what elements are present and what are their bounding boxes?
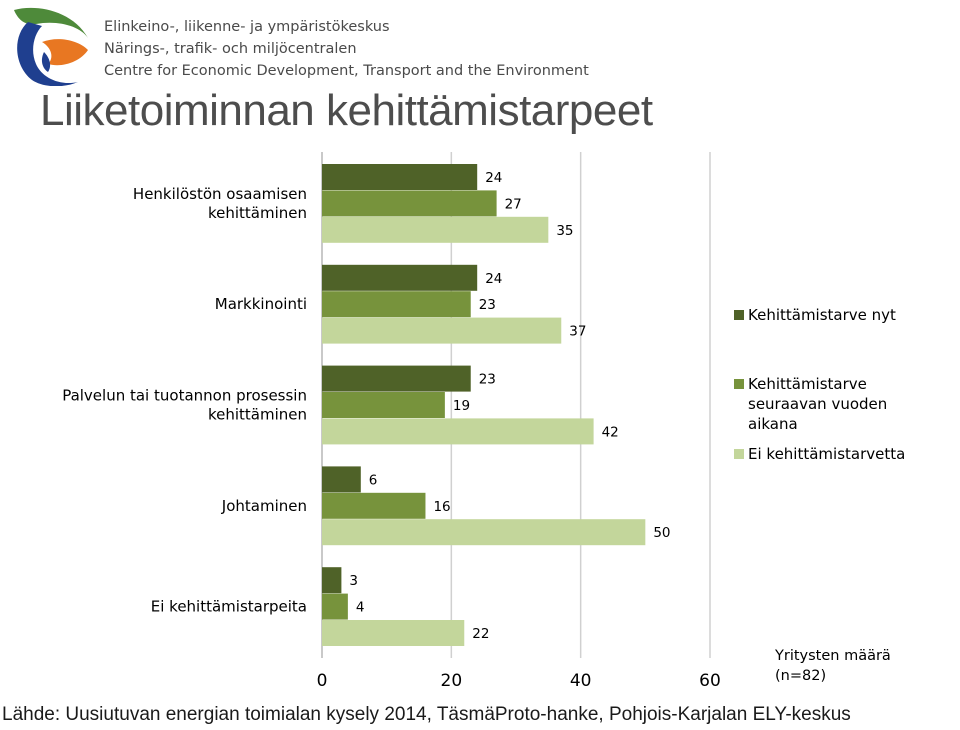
bar (322, 593, 348, 620)
header: Elinkeino-, liikenne- ja ympäristökeskus… (0, 0, 960, 90)
category-label: Markkinointi (215, 295, 307, 313)
data-label: 22 (472, 626, 489, 642)
data-label: 23 (479, 372, 496, 388)
bar (322, 567, 342, 594)
category-label: Ei kehittämistarpeita (151, 598, 307, 616)
data-label: 35 (556, 223, 573, 239)
legend-label: Kehittämistarve (748, 375, 867, 393)
logo-orange-leaf (42, 39, 88, 66)
data-label: 24 (485, 170, 502, 186)
data-label: 27 (505, 196, 522, 212)
chart-note: Yritysten määrä (774, 648, 891, 664)
bar (322, 164, 478, 190)
category-label: Henkilöstön osaamisen (133, 185, 307, 203)
ely-logo-icon (14, 7, 88, 86)
organization-name: Elinkeino-, liikenne- ja ympäristökeskus… (104, 16, 589, 82)
data-label: 50 (653, 525, 670, 541)
category-label: Johtaminen (221, 497, 307, 515)
bar (322, 190, 497, 217)
x-tick-label: 0 (317, 671, 328, 691)
org-line-swedish: Närings-, trafik- och miljöcentralen (104, 41, 357, 57)
bar (322, 365, 471, 392)
logo-green-leaf (14, 7, 88, 38)
data-label: 24 (485, 271, 502, 287)
data-label: 19 (453, 398, 470, 414)
data-label: 4 (356, 600, 365, 616)
bar (322, 519, 646, 546)
data-label: 3 (349, 573, 358, 589)
chart-note: (n=82) (775, 668, 826, 684)
bar (322, 466, 361, 493)
bar (322, 492, 426, 519)
org-line-english: Centre for Economic Development, Transpo… (104, 63, 589, 79)
data-label: 23 (479, 297, 496, 313)
page-title: Liiketoiminnan kehittämistarpeet (40, 86, 653, 135)
legend: Kehittämistarve nyt Kehittämistarve seuraa… (734, 306, 905, 463)
data-label: 42 (602, 424, 619, 440)
bar (322, 620, 465, 646)
x-tick-label: 60 (699, 671, 721, 691)
bars-layer (322, 164, 646, 646)
data-label: 16 (433, 499, 450, 515)
bar (322, 317, 562, 344)
bar (322, 291, 471, 318)
data-label: 6 (369, 472, 378, 488)
logo-blue-swoosh (17, 22, 78, 86)
legend-swatch (734, 379, 744, 389)
legend-label: Ei kehittämistarvetta (748, 445, 905, 463)
category-label: kehittäminen (208, 406, 307, 424)
category-label: Palvelun tai tuotannon prosessin (62, 387, 307, 405)
bar (322, 418, 594, 445)
x-tick-label: 20 (441, 671, 463, 691)
org-line-finnish: Elinkeino-, liikenne- ja ympäristökeskus (104, 19, 390, 35)
legend-label: seuraavan vuoden (748, 395, 887, 413)
data-label: 37 (569, 324, 586, 340)
bar (322, 392, 445, 418)
category-label: kehittäminen (208, 204, 307, 222)
bar (322, 264, 478, 291)
legend-swatch (734, 449, 744, 459)
bar (322, 216, 549, 243)
legend-label: Kehittämistarve nyt (748, 306, 896, 324)
logo-blue-inner (41, 52, 51, 72)
x-tick-label: 40 (570, 671, 592, 691)
source-citation: Lähde: Uusiutuvan energian toimialan kys… (2, 704, 851, 725)
legend-swatch (734, 310, 744, 320)
legend-label: aikana (748, 415, 798, 433)
